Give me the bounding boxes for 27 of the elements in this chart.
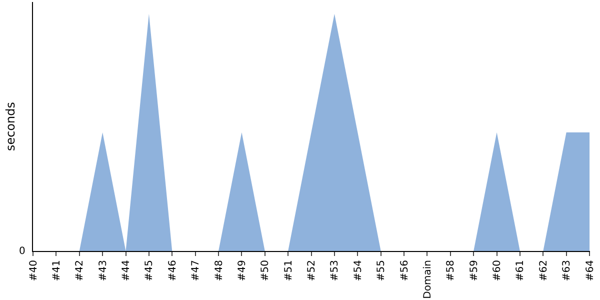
x-tick-label: #48	[214, 260, 225, 282]
x-tick-label: #41	[51, 260, 62, 282]
x-tick-label: #62	[538, 260, 550, 282]
x-tick-label: #40	[28, 260, 40, 282]
x-tick-label: #54	[352, 260, 364, 282]
x-tick-label: #45	[144, 260, 156, 282]
y-axis-title: seconds	[3, 102, 18, 152]
x-tick-label: Domain	[422, 260, 434, 299]
x-tick-label: #56	[399, 260, 410, 282]
x-tick-label: #44	[121, 260, 132, 282]
x-tick-label: #60	[492, 260, 504, 282]
x-tick-label: #64	[584, 260, 596, 282]
x-tick-label: #51	[283, 260, 294, 282]
x-tick-label: #46	[167, 260, 178, 282]
x-tick-label: #59	[468, 260, 480, 282]
x-tick-label: #47	[190, 260, 202, 282]
x-tick-label: #43	[98, 260, 109, 282]
x-tick-label: #53	[330, 260, 341, 282]
x-tick-label: #58	[446, 260, 457, 282]
x-tick-label: #55	[376, 260, 388, 282]
x-tick-label: #61	[515, 260, 526, 282]
text: 0	[19, 246, 26, 257]
x-tick-label: #50	[260, 260, 272, 282]
x-tick-label: #42	[74, 260, 86, 282]
x-tick-label: #52	[306, 260, 318, 282]
x-tick-label: #63	[562, 260, 573, 282]
x-tick-label: #49	[236, 260, 248, 282]
